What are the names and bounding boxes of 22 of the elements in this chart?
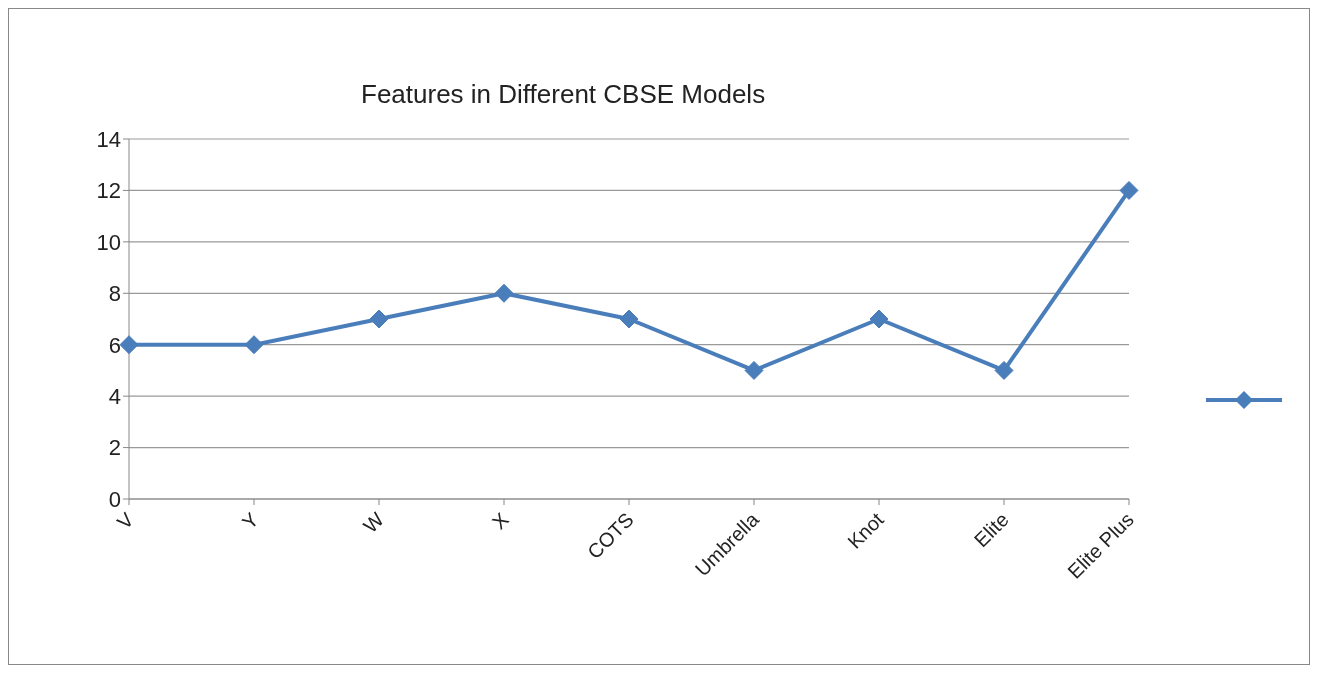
y-tick-label: 4 xyxy=(108,383,121,409)
x-tick-label: Elite xyxy=(969,508,1013,552)
y-tick-label: 8 xyxy=(108,281,121,307)
point xyxy=(369,309,389,329)
x-tick-label: Y xyxy=(237,508,263,534)
y-tick-label: 12 xyxy=(96,178,121,204)
x-tick-label: W xyxy=(358,508,388,538)
y-tick-label: 10 xyxy=(96,229,121,255)
x-tick-label: Elite Plus xyxy=(1063,508,1138,583)
point xyxy=(994,360,1014,380)
point xyxy=(744,360,764,380)
point xyxy=(619,309,639,329)
point xyxy=(1119,180,1139,200)
y-tick-label: 2 xyxy=(108,435,121,461)
y-tick-label: 6 xyxy=(108,332,121,358)
x-tick-label: X xyxy=(487,508,513,534)
chart-title: Features in Different CBSE Models xyxy=(361,78,767,111)
point xyxy=(119,335,139,355)
y-tick-label: 14 xyxy=(96,126,121,152)
point xyxy=(244,335,264,355)
point xyxy=(494,283,514,303)
point xyxy=(869,309,889,329)
